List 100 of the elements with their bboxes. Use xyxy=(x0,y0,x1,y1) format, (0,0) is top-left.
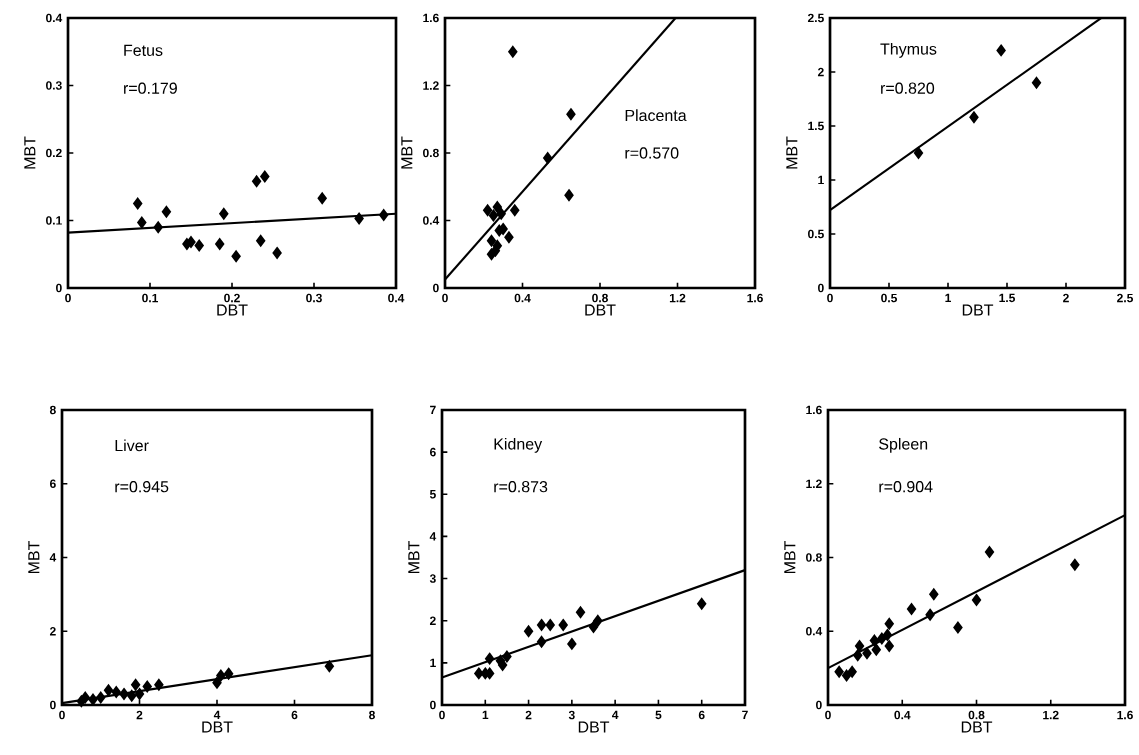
y-tick-label: 2.5 xyxy=(807,13,824,23)
annotation: Fetus xyxy=(124,44,163,56)
point xyxy=(847,666,857,678)
point xyxy=(869,634,879,647)
point xyxy=(142,680,152,693)
point xyxy=(119,688,129,700)
point xyxy=(153,221,163,233)
point xyxy=(212,677,222,689)
y-tick-label: 1.6 xyxy=(423,13,439,23)
y-tick-label: 0 xyxy=(430,700,436,710)
point xyxy=(524,625,534,637)
point xyxy=(224,668,234,680)
x-tick-label: 2 xyxy=(525,710,532,720)
x-tick-label: 0.8 xyxy=(592,293,608,303)
x-tick-label: 0.5 xyxy=(881,293,898,303)
x-tick-label: 0.3 xyxy=(306,293,322,303)
x-tick-label: 0.2 xyxy=(224,293,240,303)
annotation: r=0.904 xyxy=(879,481,933,493)
y-tick-label: 0 xyxy=(818,283,824,293)
point xyxy=(194,239,204,252)
point xyxy=(354,212,364,225)
y-tick-label: 2 xyxy=(49,627,56,636)
point xyxy=(504,231,514,243)
y-tick-label: 6 xyxy=(49,479,56,488)
point xyxy=(154,679,164,691)
point xyxy=(216,669,226,682)
y-tick-label: 3 xyxy=(429,574,436,583)
point xyxy=(537,636,547,648)
point xyxy=(161,206,171,218)
y-tick-label: 4 xyxy=(429,532,437,541)
point xyxy=(588,621,599,633)
y-axis-title: MBT xyxy=(408,540,420,574)
y-tick-label: 8 xyxy=(49,405,56,415)
y-tick-label: 0 xyxy=(433,283,439,293)
y-tick-label: 2 xyxy=(429,616,436,625)
x-tick-label: 4 xyxy=(213,710,221,720)
y-tick-label: 1.2 xyxy=(423,81,439,90)
x-tick-label: 0.4 xyxy=(894,710,911,720)
point xyxy=(545,619,555,631)
point xyxy=(80,692,90,704)
y-tick-label: 1.6 xyxy=(806,405,822,415)
point xyxy=(496,208,506,220)
x-tick-label: 1.2 xyxy=(669,293,686,303)
y-tick-label: 1.5 xyxy=(808,121,824,131)
point xyxy=(486,235,497,247)
annotation: Spleen xyxy=(879,437,928,453)
point xyxy=(133,198,143,210)
point xyxy=(567,638,577,650)
point xyxy=(862,647,872,659)
point xyxy=(379,209,389,221)
annotation: r=0.945 xyxy=(115,481,169,493)
point xyxy=(111,686,121,698)
point xyxy=(853,649,863,661)
point xyxy=(537,619,547,631)
point xyxy=(256,235,266,247)
point xyxy=(842,669,852,682)
x-tick-label: 1.6 xyxy=(747,293,763,303)
x-tick-label: 0.1 xyxy=(142,293,159,303)
point xyxy=(953,621,963,634)
point xyxy=(215,238,225,250)
point xyxy=(877,633,887,645)
point xyxy=(137,216,147,229)
point xyxy=(971,594,982,606)
point xyxy=(131,679,141,691)
x-axis-title: DBT xyxy=(962,304,994,316)
x-tick-label: 2 xyxy=(136,710,143,720)
x-axis-title: DBT xyxy=(578,721,610,733)
point xyxy=(134,688,145,700)
point xyxy=(485,653,495,665)
annotation: Thymus xyxy=(880,42,937,58)
y-tick-label: 0.4 xyxy=(423,216,440,225)
x-tick-label: 2.5 xyxy=(1117,293,1134,303)
y-tick-label: 1.2 xyxy=(806,479,822,488)
point xyxy=(884,640,894,652)
annotation: r=0.873 xyxy=(494,481,548,493)
point xyxy=(543,152,553,164)
y-axis-title: MBT xyxy=(24,136,36,169)
x-axis-title: DBT xyxy=(961,721,993,733)
point xyxy=(969,111,979,123)
point xyxy=(324,660,334,672)
annotation: r=0.570 xyxy=(625,147,679,159)
point xyxy=(1031,77,1042,89)
point xyxy=(272,247,282,259)
point xyxy=(502,650,512,663)
x-tick-label: 3 xyxy=(568,710,575,720)
y-tick-label: 0.8 xyxy=(806,553,822,562)
point xyxy=(260,171,270,183)
point xyxy=(1070,559,1080,571)
y-tick-label: 6 xyxy=(429,447,436,457)
y-tick-label: 0.5 xyxy=(808,229,824,239)
annotation: r=0.179 xyxy=(124,82,177,94)
point xyxy=(219,208,229,220)
x-tick-label: 0.4 xyxy=(514,293,531,303)
point xyxy=(925,609,935,621)
x-tick-label: 1 xyxy=(945,293,951,303)
point xyxy=(127,690,137,702)
y-axis-title: MBT xyxy=(784,540,796,574)
y-tick-label: 1 xyxy=(430,658,436,667)
x-tick-label: 2 xyxy=(1063,293,1069,303)
x-tick-label: 8 xyxy=(369,710,375,720)
